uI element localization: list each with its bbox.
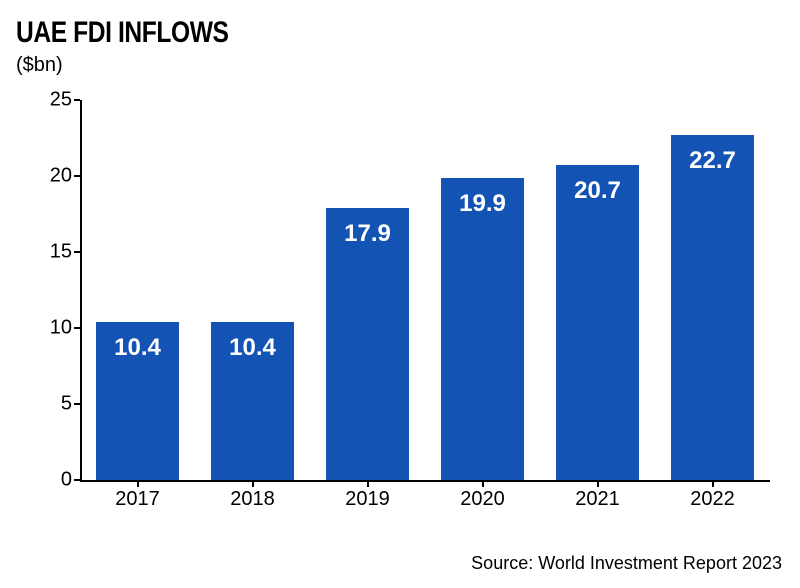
x-tick-mark xyxy=(252,480,254,487)
x-tick-label: 2018 xyxy=(230,488,275,511)
y-tick-label: 10 xyxy=(30,317,72,340)
chart-subtitle: ($bn) xyxy=(16,54,63,77)
x-tick-label: 2017 xyxy=(115,488,160,511)
y-tick-mark xyxy=(74,99,80,101)
chart-title: UAE FDI INFLOWS xyxy=(16,16,275,50)
plot-area: 10.4 10.4 17.9 19.9 20.7 22.7 xyxy=(80,100,770,480)
y-tick-label: 20 xyxy=(30,165,72,188)
y-tick-mark xyxy=(74,251,80,253)
x-tick-label: 2019 xyxy=(345,488,390,511)
bar: 20.7 xyxy=(556,165,639,480)
x-tick-label: 2020 xyxy=(460,488,505,511)
y-tick-label: 15 xyxy=(30,241,72,264)
bar-value-label: 22.7 xyxy=(671,147,754,175)
bar: 10.4 xyxy=(211,322,294,480)
bar: 10.4 xyxy=(96,322,179,480)
y-tick-mark xyxy=(74,403,80,405)
x-tick-label: 2022 xyxy=(690,488,735,511)
chart-source: Source: World Investment Report 2023 xyxy=(471,553,782,574)
y-tick-mark xyxy=(74,175,80,177)
bar: 17.9 xyxy=(326,208,409,480)
y-tick-label: 0 xyxy=(30,469,72,492)
bar-value-label: 19.9 xyxy=(441,190,524,218)
y-tick-label: 5 xyxy=(30,393,72,416)
bar: 22.7 xyxy=(671,135,754,480)
bar-value-label: 10.4 xyxy=(96,334,179,362)
bar-value-label: 17.9 xyxy=(326,220,409,248)
y-tick-mark xyxy=(74,327,80,329)
chart-area: 10.410.417.919.920.722.7 0510152025 2017… xyxy=(30,100,770,510)
bar-value-label: 10.4 xyxy=(211,334,294,362)
y-tick-label: 25 xyxy=(30,89,72,112)
y-tick-mark xyxy=(74,479,80,481)
x-tick-mark xyxy=(137,480,139,487)
x-tick-mark xyxy=(597,480,599,487)
chart-container: { "title": "UAE FDI INFLOWS", "title_fon… xyxy=(0,0,800,588)
chart-title-text: UAE FDI INFLOWS xyxy=(16,16,229,50)
x-axis-line xyxy=(80,480,770,482)
x-tick-mark xyxy=(712,480,714,487)
x-tick-mark xyxy=(367,480,369,487)
bar-value-label: 20.7 xyxy=(556,177,639,205)
x-tick-mark xyxy=(482,480,484,487)
x-tick-label: 2021 xyxy=(575,488,620,511)
bar: 19.9 xyxy=(441,178,524,480)
